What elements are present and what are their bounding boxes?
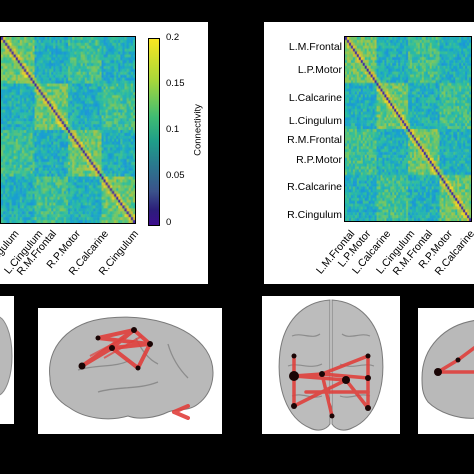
brain-lateral-view [49,316,214,420]
y-axis-label: L.P.Motor [297,64,342,76]
y-axis-label: R.Calcarine [287,181,342,193]
y-axis-label: L.M.Frontal [288,41,342,53]
colorbar-tick: 0.05 [166,170,185,181]
left-connectivity-heatmap [0,36,136,224]
left-matrix-panel: 0.2 0.15 0.1 0.05 0 Connectivity Cingulu… [0,22,208,284]
brain-lateral-partial [421,320,474,419]
right-connectivity-heatmap [344,36,472,222]
y-axis-label: R.P.Motor [296,154,342,166]
right-matrix-panel: L.M.Frontal L.P.Motor L.Calcarine L.Cing… [264,22,474,284]
y-axis-label: R.Cingulum [287,209,342,221]
colorbar-tick: 0.2 [166,32,180,43]
brain-dorsal-view [278,299,384,431]
colorbar-tick: 0 [166,217,172,228]
brain-panel-left-partial [0,296,14,424]
brain-panel-right-partial [418,308,474,434]
colorbar [148,38,160,226]
brain-panel-lateral-left [38,308,222,434]
colorbar-tick: 0.1 [166,124,180,135]
colorbar-tick: 0.15 [166,78,185,89]
brain-panel-dorsal [262,296,400,434]
y-axis-label: L.Cingulum [288,115,342,127]
y-axis-label: L.Calcarine [288,92,342,104]
y-axis-label: R.M.Frontal [287,134,342,146]
brain-lateral-partial [0,316,13,396]
colorbar-label: Connectivity [192,104,204,156]
